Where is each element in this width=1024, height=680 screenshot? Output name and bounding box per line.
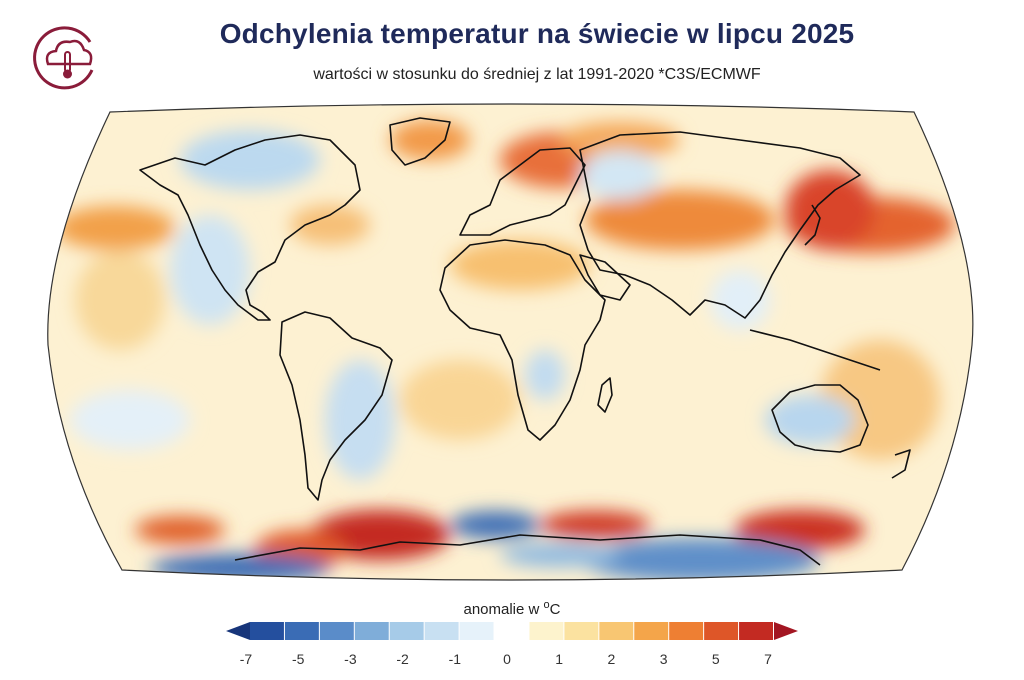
scale-swatch xyxy=(669,622,704,640)
north-america-coast xyxy=(139,134,361,321)
coastlines xyxy=(139,117,911,566)
scale-tick-label: 1 xyxy=(555,651,564,667)
scale-swatch xyxy=(354,622,389,640)
scale-swatch xyxy=(529,622,564,640)
scale-swatch xyxy=(459,622,494,640)
page-title: Odchylenia temperatur na świecie w lipcu… xyxy=(219,18,855,49)
scale-swatch xyxy=(424,622,459,640)
scale-arrow-max xyxy=(774,622,798,640)
australia-coast xyxy=(771,384,869,453)
scale-tick-label: -5 xyxy=(291,651,305,667)
south-america-coast xyxy=(279,311,393,501)
scale-swatch xyxy=(634,622,669,640)
antarctica-coast xyxy=(234,534,821,566)
greenland-coast xyxy=(389,117,451,166)
scale-tick-label: 7 xyxy=(764,651,772,667)
scale-swatch xyxy=(389,622,424,640)
scale-swatch xyxy=(739,622,773,640)
scale-swatch xyxy=(494,622,529,640)
indonesia-coast xyxy=(749,329,881,371)
scale-swatch xyxy=(250,622,284,640)
scale-tick-label: -7 xyxy=(239,651,253,667)
scale-tick-label: 3 xyxy=(659,651,668,667)
scale-tick-label: -3 xyxy=(344,651,357,667)
scale-swatch xyxy=(599,622,634,640)
legend-title: anomalie w oC xyxy=(463,599,561,618)
scale-tick-label: -1 xyxy=(448,651,462,667)
scale-swatch xyxy=(564,622,599,640)
scale-tick-label: 2 xyxy=(607,651,616,667)
scale-tick-label: 0 xyxy=(503,651,511,667)
japan-coast xyxy=(804,204,821,246)
world-anomaly-map xyxy=(47,103,974,581)
scale-arrow-min xyxy=(226,622,250,640)
arabia-coast xyxy=(579,254,631,301)
scale-tick-label: -2 xyxy=(396,651,409,667)
logo-cloud-thermometer-icon xyxy=(33,26,94,90)
madagascar-coast xyxy=(597,377,613,413)
page-subtitle: wartości w stosunku do średniej z lat 19… xyxy=(313,66,761,83)
scale-swatch xyxy=(284,622,319,640)
africa-coast xyxy=(439,239,606,441)
map-outline xyxy=(47,103,974,581)
color-scale-bar xyxy=(226,622,798,640)
europe-coast xyxy=(459,147,586,236)
scale-tick-label: 5 xyxy=(711,651,720,667)
anomaly-field xyxy=(47,104,973,580)
new-zealand-coast xyxy=(891,449,911,479)
asia-coast xyxy=(579,131,861,319)
scale-swatch xyxy=(704,622,739,640)
scale-swatch xyxy=(319,622,354,640)
